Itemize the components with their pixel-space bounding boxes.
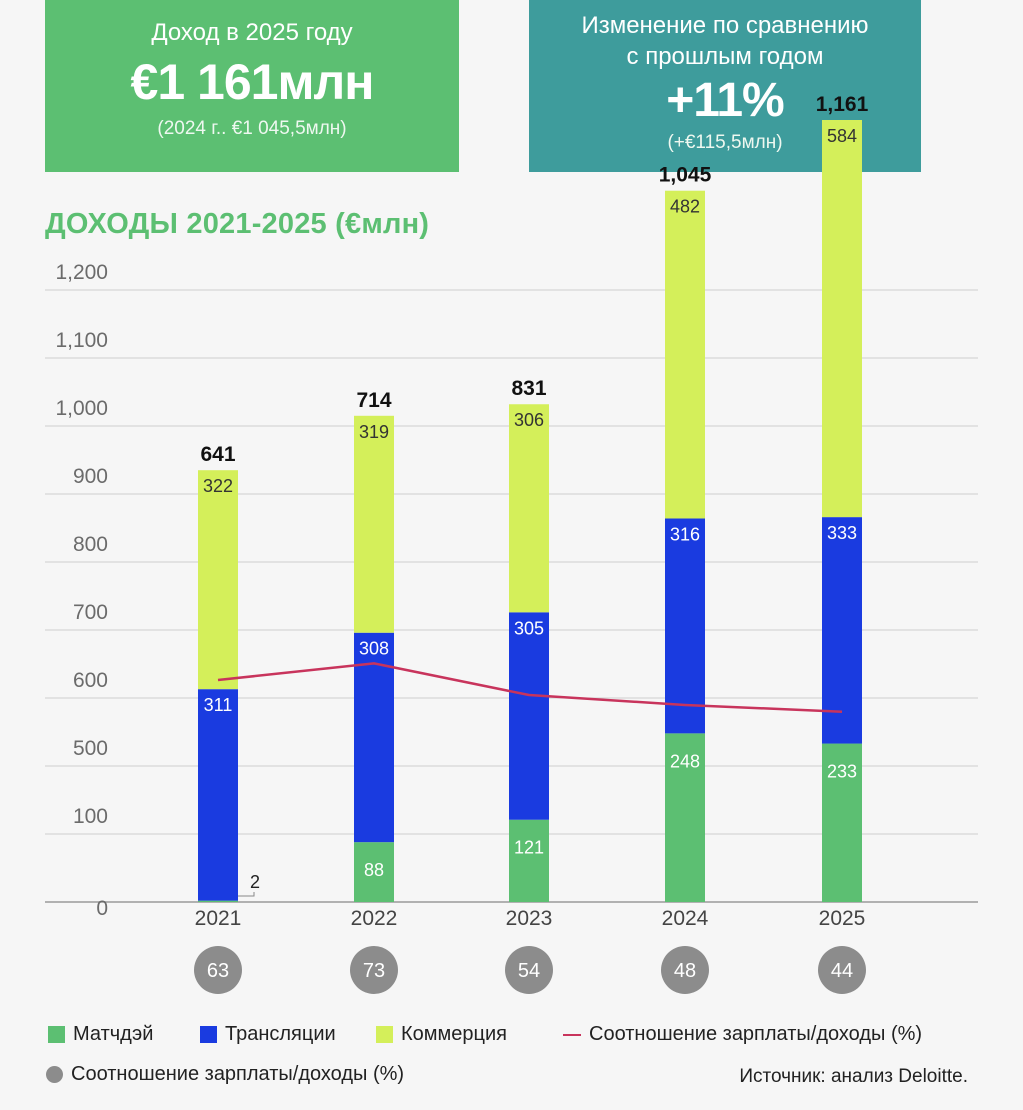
segment-label-commercial: 319: [359, 422, 389, 442]
bar-segment-matchday: [354, 842, 394, 902]
ratio-badge-label: 48: [674, 960, 696, 982]
bar-segment-commercial: [198, 470, 238, 690]
bar-segment-commercial: [509, 404, 549, 613]
ratio-badge: [350, 946, 398, 994]
bar-segment-commercial: [822, 120, 862, 518]
y-tick-label: 900: [73, 465, 108, 488]
bar-segment-matchday: [665, 733, 705, 902]
legend-ratio-line-swatch: [563, 1033, 581, 1036]
change-card-value: +11%: [666, 74, 784, 127]
revenue-card-value: €1 161млн: [130, 54, 375, 110]
bar-segment-broadcast: [822, 517, 862, 744]
segment-label-commercial: 322: [203, 476, 233, 496]
segment-label-matchday: 121: [514, 838, 544, 858]
legend-ratio-line: Соотношение зарплаты/доходы (%): [563, 1023, 922, 1046]
legend-broadcast-swatch: [200, 1026, 217, 1043]
x-tick-label: 2024: [662, 907, 709, 930]
legend-broadcast: Трансляции: [200, 1023, 336, 1046]
y-tick-label: 600: [73, 669, 108, 692]
segment-callout: [238, 892, 255, 897]
ratio-badge-label: 73: [363, 960, 385, 982]
bar-total-label: 1,161: [816, 93, 869, 116]
bar-segment-commercial: [354, 415, 394, 633]
y-tick-label: 500: [73, 737, 108, 760]
segment-label-matchday: 88: [364, 860, 384, 880]
legend-matchday: Матчдэй: [48, 1023, 153, 1046]
ratio-badge-label: 54: [518, 960, 540, 982]
y-tick-label: 100: [73, 805, 108, 828]
segment-label-matchday: 248: [670, 751, 700, 771]
y-tick-label: 0: [96, 897, 108, 920]
bar-segment-broadcast: [509, 612, 549, 820]
revenue-card-subtitle: (2024 г.. €1 045,5млн): [157, 118, 347, 139]
legend-ratio-badge-swatch: [46, 1066, 63, 1083]
ratio-badge: [818, 946, 866, 994]
bar-total-label: 641: [200, 443, 235, 466]
x-tick-label: 2022: [351, 907, 398, 930]
bar-segment-broadcast: [198, 689, 238, 901]
segment-label-matchday: 2: [250, 872, 260, 892]
segment-label-matchday: 233: [827, 762, 857, 782]
y-tick-label: 1,000: [55, 397, 108, 420]
x-tick-label: 2023: [506, 907, 553, 930]
bar-total-label: 714: [356, 389, 391, 412]
segment-label-broadcast: 333: [827, 523, 857, 543]
bar-segment-broadcast: [665, 518, 705, 734]
change-card-title-line2: с прошлым годом: [626, 43, 824, 70]
segment-label-commercial: 306: [514, 410, 544, 430]
source-note: Источник: анализ Deloitte.: [739, 1066, 968, 1087]
legend-broadcast-label: Трансляции: [225, 1023, 336, 1045]
change-card-title-line1: Изменение по сравнению: [581, 12, 869, 39]
ratio-badge: [505, 946, 553, 994]
bar-segment-matchday: [509, 819, 549, 902]
y-tick-label: 700: [73, 601, 108, 624]
y-tick-label: 1,100: [55, 329, 108, 352]
change-card-subtitle: (+€115,5млн): [667, 132, 783, 153]
revenue-2025-card: Доход в 2025 году €1 161млн (2024 г.. €1…: [45, 0, 459, 172]
segment-label-broadcast: 308: [359, 639, 389, 659]
bar-total-label: 1,045: [659, 164, 712, 187]
ratio-line: [217, 662, 843, 713]
legend-ratio-line-label: Соотношение зарплаты/доходы (%): [589, 1023, 923, 1045]
y-tick-label: 1,200: [55, 261, 108, 284]
x-tick-label: 2021: [195, 907, 242, 930]
revenue-card-title: Доход в 2025 году: [151, 19, 353, 46]
segment-label-commercial: 482: [670, 197, 700, 217]
ratio-badge-label: 63: [207, 960, 229, 982]
bar-segment-commercial: [665, 190, 705, 519]
bar-total-label: 831: [511, 377, 546, 400]
legend-ratio-badge: Соотношение зарплаты/доходы (%): [46, 1063, 404, 1086]
segment-label-broadcast: 316: [670, 524, 700, 544]
segment-label-broadcast: 311: [204, 695, 233, 715]
legend-commercial-swatch: [376, 1026, 393, 1043]
legend-matchday-swatch: [48, 1026, 65, 1043]
x-tick-label: 2025: [819, 907, 866, 930]
legend-commercial: Коммерция: [376, 1023, 507, 1046]
bar-segment-broadcast: [354, 632, 394, 843]
legend-matchday-label: Матчдэй: [73, 1023, 154, 1045]
revenue-chart: 0 100 500 600 700 800 900 1,000 1,100 1,200 2 311 32…: [45, 93, 978, 994]
segment-label-broadcast: 305: [514, 618, 544, 638]
y-tick-label: 800: [73, 533, 108, 556]
ratio-badge-label: 44: [831, 960, 853, 982]
legend-commercial-label: Коммерция: [401, 1023, 507, 1045]
chart-title: ДОХОДЫ 2021-2025 (€млн): [45, 208, 430, 240]
ratio-badge: [661, 946, 709, 994]
ratio-badge: [194, 946, 242, 994]
segment-label-commercial: 584: [827, 126, 857, 146]
legend-ratio-badge-label: Соотношение зарплаты/доходы (%): [71, 1063, 405, 1085]
bar-segment-matchday: [822, 743, 862, 902]
change-card-title: Изменение по сравнению с прошлым годом: [529, 0, 921, 72]
bar-segment-matchday: [198, 900, 238, 902]
